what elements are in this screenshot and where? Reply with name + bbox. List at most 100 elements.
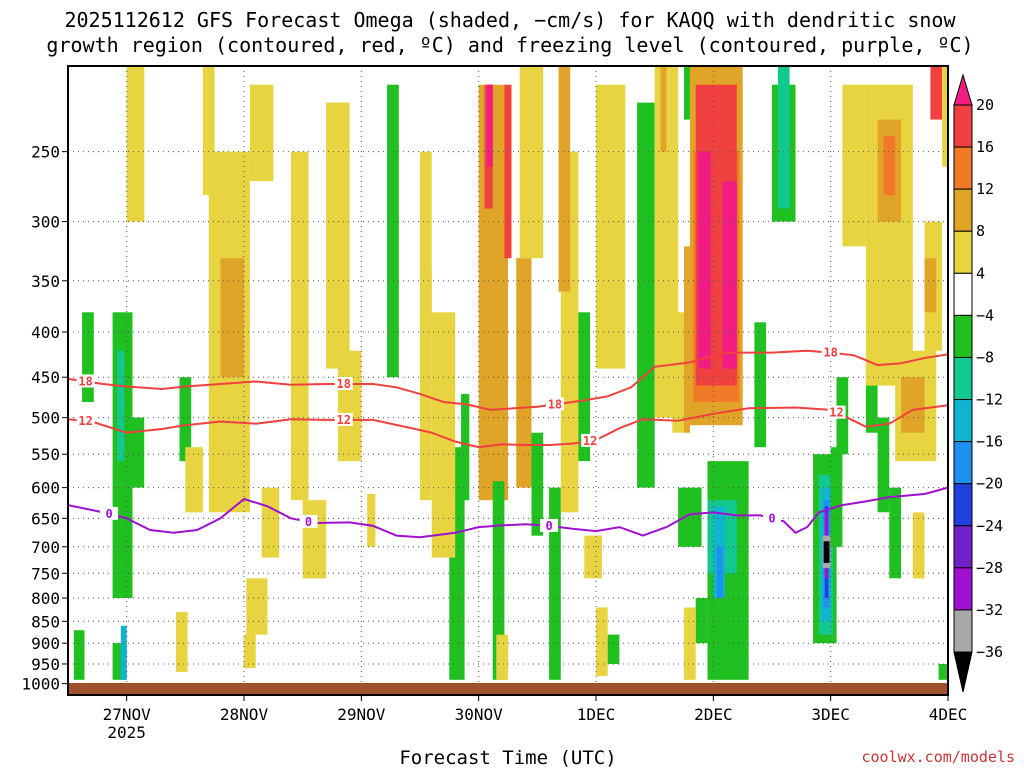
x-tick-label: 28NOV [220,705,269,724]
omega-cell [777,66,790,209]
omega-cell [660,66,667,152]
contour-label: 12 [78,414,92,428]
omega-cell [302,500,327,579]
omega-cell [326,102,350,369]
colorbar-label: 12 [976,180,994,198]
y-tick-label: 550 [31,445,60,464]
chart-title-line1: 2025112612 GFS Forecast Omega (shaded, −… [64,8,956,32]
omega-cell [531,432,544,536]
omega-cell [754,322,767,448]
omega-cell [912,512,925,579]
omega-cell [175,612,188,672]
y-tick-label: 850 [31,612,60,631]
x-tick-sublabel: 2025 [107,723,146,742]
omega-cell [516,258,532,488]
omega-cell [637,102,655,488]
x-axis-label: Forecast Time (UTC) [399,747,616,768]
freezing-level-contour [67,486,949,539]
plot-frame [67,65,949,696]
x-tick-label: 2DEC [694,705,733,724]
omega-cell [607,634,620,664]
x-tick-label: 29NOV [337,705,386,724]
x-tick-label: 4DEC [929,705,968,724]
pressure-axis: 250 300 350 400 450 500 550 600 650 700 750 800 850 9… [21,143,68,694]
colorbar-segment [953,104,973,148]
omega-cell [387,84,399,378]
y-tick-label: 250 [31,143,60,162]
omega-cell [877,417,890,513]
contour-label-bg [827,405,846,419]
y-tick-label: 300 [31,213,60,232]
colorbar-segment [953,272,973,316]
colorbar-label: 4 [976,264,985,282]
omega-cell [126,66,145,222]
colorbar-label: −24 [976,517,1003,535]
contour-label: 12 [583,434,597,448]
omega-cell [492,481,505,680]
y-tick-label: 400 [31,323,60,342]
omega-cell [823,541,830,563]
contour-label: 0 [768,511,775,525]
colorbar-label: 16 [976,138,994,156]
omega-cell [924,258,937,313]
omega-cell [695,598,708,644]
contour-lines: 18 18 18 18 12 12 12 12 0 0 0 0 [67,345,949,539]
colorbar-segment [953,356,973,401]
omega-cell [930,66,943,120]
contour-label: 12 [829,406,843,420]
y-tick-label: 1000 [21,675,60,694]
contour-label: 18 [548,397,562,411]
omega-cell [938,664,948,680]
contour-label: 12 [337,413,351,427]
omega-cell [337,350,362,462]
omega-cell [678,487,702,547]
contour-label-bg [581,433,600,447]
omega-cell [596,84,626,369]
omega-cell [202,66,215,196]
contour-label: 18 [337,377,351,391]
y-tick-label: 950 [31,655,60,674]
y-tick-label: 450 [31,368,60,387]
x-tick-label: 1DEC [577,705,616,724]
colorbar-label: 8 [976,222,985,240]
omega-cell [82,312,94,402]
omega-cell [596,607,608,676]
y-tick-label: 500 [31,409,60,428]
omega-cell [684,66,696,120]
omega-cell [549,487,561,680]
colorbar-segment [953,567,973,611]
contour-label-bg [76,413,95,427]
y-tick-label: 900 [31,634,60,653]
credit-link[interactable]: coolwx.com/models [861,748,1015,766]
omega-cell [249,84,274,182]
colorbar-segment [953,609,973,653]
contour-label-bg [540,518,559,532]
omega-cell [220,258,244,378]
contour-label: 18 [823,346,837,360]
omega-cell [883,136,896,196]
omega-cell [478,84,508,501]
y-tick-label: 800 [31,589,60,608]
omega-cell [496,634,508,680]
omega-cell [120,625,127,680]
omega-cell [117,350,125,462]
contour-label-bg [76,374,95,388]
colorbar-label: −16 [976,433,1003,451]
contour-label-bg [334,376,353,390]
omega-cell [716,546,723,598]
colorbar-label: −12 [976,391,1003,409]
contour-label: 0 [305,515,312,529]
colorbar-label: −8 [976,348,994,366]
colorbar-segment [953,441,973,485]
omega-cell [684,607,696,680]
omega-cell [889,487,901,579]
contour-label: 18 [78,374,92,388]
ground-surface [68,683,948,695]
omega-cell [132,417,145,488]
contour-label-bg [100,506,119,520]
colorbar-segment [953,188,973,232]
omega-cell [684,246,690,433]
omega-cell [185,447,203,513]
y-tick-label: 350 [31,272,60,291]
